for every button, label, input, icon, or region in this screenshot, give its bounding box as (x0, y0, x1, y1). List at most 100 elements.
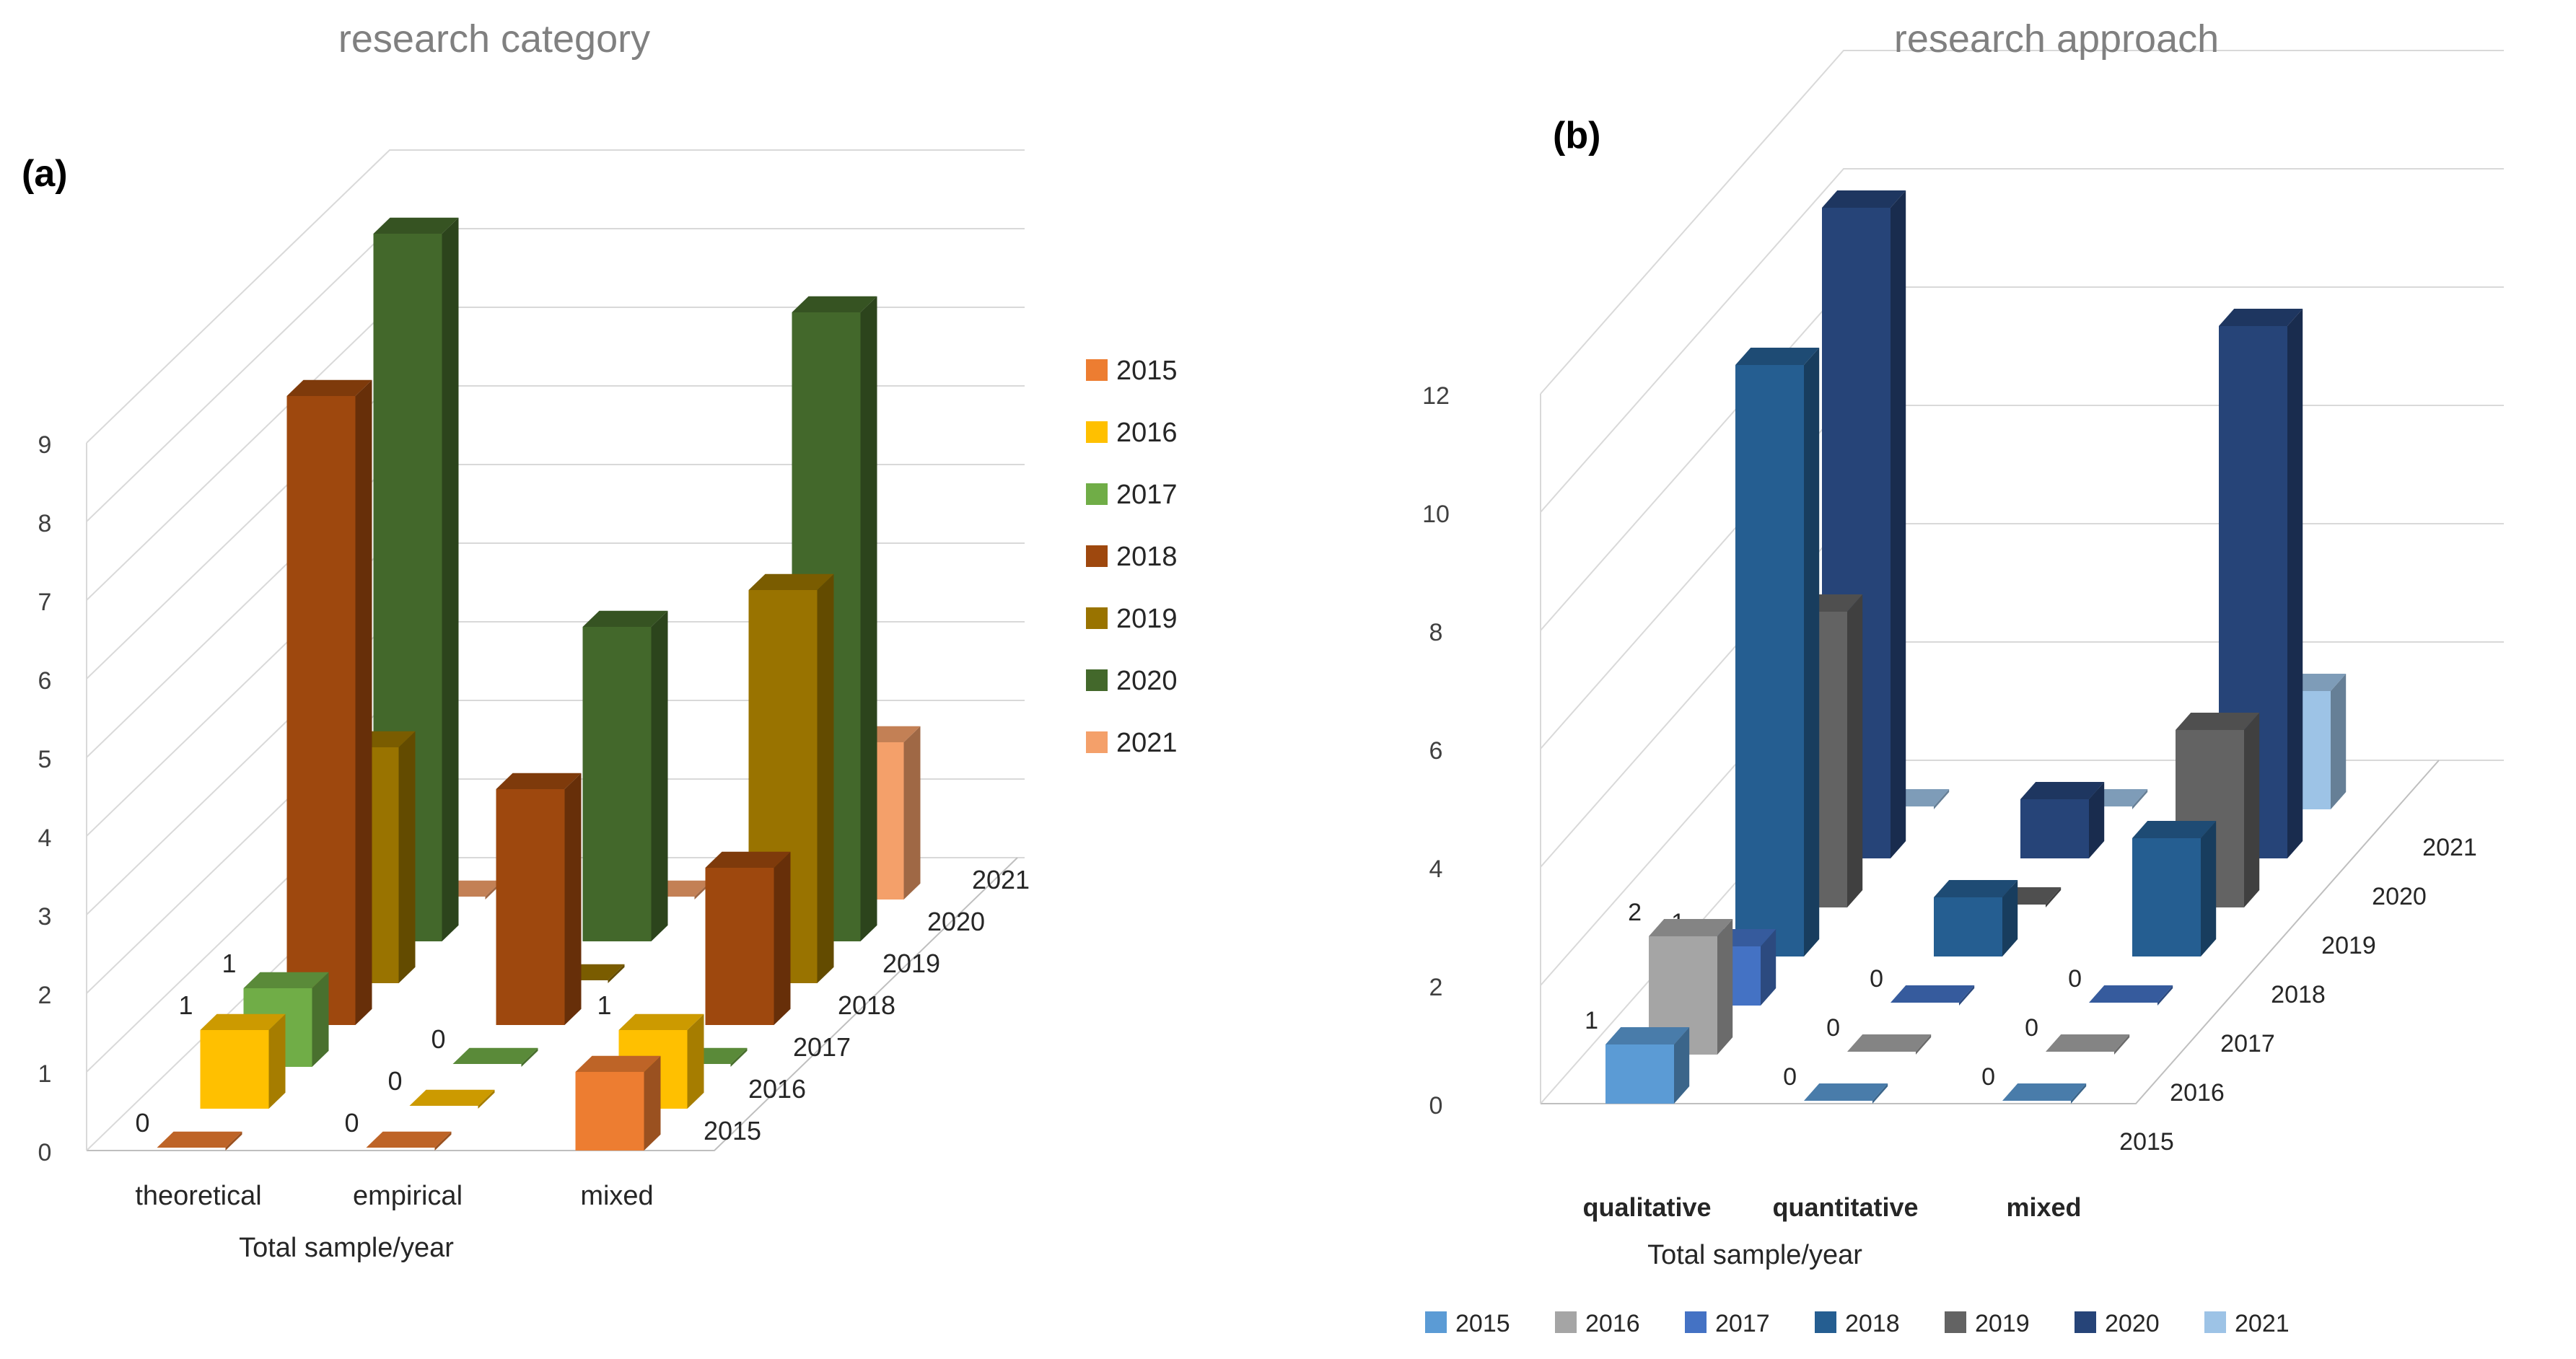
bar-2018-empirical (496, 773, 582, 1025)
legend-swatch (1086, 545, 1108, 567)
legend-swatch (1086, 731, 1108, 753)
bar-2015-mixed (575, 1055, 661, 1151)
bar-top (157, 1131, 242, 1148)
bar-top (2046, 1034, 2130, 1052)
bar-2018-quantitative (1934, 880, 2018, 956)
legend-label: 2020 (2105, 1310, 2160, 1337)
legend-swatch (1945, 1311, 1966, 1333)
chart-title: research category (338, 17, 650, 61)
y-tick-label: 0 (1429, 1092, 1443, 1120)
bar-top (2089, 985, 2173, 1003)
legend-swatch (1425, 1311, 1447, 1333)
bar-side (774, 851, 791, 1025)
data-label: 1 (1585, 1007, 1598, 1034)
bar-top (1804, 1083, 1888, 1101)
bar-front (1934, 897, 2002, 956)
bar-side (398, 731, 416, 983)
legend-label: 2016 (1585, 1310, 1640, 1337)
bar-front (2132, 838, 2201, 956)
bar-side (2201, 821, 2217, 956)
x-category-label: mixed (2006, 1192, 2081, 1222)
bar-side (2157, 985, 2173, 1006)
bar-2020-quantitative (2020, 782, 2105, 858)
bar-top (618, 1013, 704, 1030)
data-label: 1 (178, 990, 193, 1020)
bar-side (312, 972, 329, 1067)
y-tick-label: 0 (38, 1139, 52, 1166)
y-tick-label: 7 (38, 589, 52, 616)
legend-swatch (1086, 359, 1108, 381)
bar-side (860, 296, 877, 941)
bar-top (286, 379, 372, 396)
bar-2017-empirical: 0 (431, 1024, 538, 1067)
bar-2015-empirical: 0 (344, 1108, 452, 1151)
bar-top (496, 773, 582, 789)
data-label: 0 (431, 1024, 445, 1054)
depth-axis-label: 2019 (882, 949, 940, 978)
bar-side (355, 379, 372, 1025)
legend-label: 2015 (1455, 1310, 1510, 1337)
legend-label: 2020 (1116, 666, 1178, 696)
bar-front (200, 1030, 269, 1109)
bar-top (243, 972, 329, 988)
legend: 2015 2016 2017 2018 2019 2020 2021 (1425, 1310, 2290, 1337)
data-label: 0 (135, 1108, 149, 1138)
bar-side (434, 1131, 452, 1151)
x-category-label: empirical (353, 1181, 463, 1211)
gridline (1540, 286, 2504, 631)
bar-top (792, 296, 877, 312)
bar-2016-mixed: 0 (2025, 1014, 2130, 1055)
bar-front (496, 789, 565, 1025)
bar-side (1916, 1034, 1932, 1055)
x-category-label: theoretical (135, 1181, 261, 1211)
y-tick-label: 8 (38, 510, 52, 537)
y-tick-label: 3 (38, 903, 52, 931)
bar-side (1934, 789, 1950, 809)
legend-swatch (1086, 421, 1108, 443)
chart-title: research approach (1894, 17, 2219, 61)
bar-top (582, 610, 668, 627)
y-tick-label: 8 (1429, 619, 1443, 646)
bar-side (478, 1089, 495, 1109)
y-tick-label: 2 (38, 982, 52, 1009)
depth-axis-label: 2015 (2119, 1128, 2174, 1156)
x-category-label: qualitative (1582, 1192, 1711, 1222)
bar-top (200, 1013, 286, 1030)
bar-side (2331, 674, 2347, 809)
depth-axis-label: 2020 (2372, 883, 2427, 910)
bar-top (1735, 348, 1820, 365)
depth-axis-label: 2018 (838, 990, 895, 1020)
bar-front (2020, 799, 2089, 858)
depth-axis-label: 2019 (2321, 932, 2376, 959)
bar-side (442, 217, 459, 941)
bar-2017-mixed: 0 (2068, 965, 2173, 1006)
y-tick-label: 1 (38, 1060, 52, 1088)
gridline (86, 385, 1025, 680)
bar-side (1872, 1083, 1888, 1104)
bar-side (1717, 919, 1733, 1055)
bar-side (730, 1047, 748, 1067)
bar-top (2176, 713, 2260, 730)
bar-top (1605, 1027, 1690, 1044)
bar-front (582, 627, 652, 941)
gridline (86, 228, 1025, 522)
bar-side (225, 1131, 242, 1151)
bar-2018-theoretical (286, 379, 372, 1025)
bar-2015-qualitative: 1 (1585, 1007, 1690, 1104)
legend-swatch (2204, 1311, 2226, 1333)
bar-2015-theoretical: 0 (135, 1108, 242, 1151)
depth-axis-label: 2020 (927, 907, 985, 936)
bar-2020-empirical (582, 610, 668, 941)
bar-top (373, 217, 459, 234)
legend-swatch (1086, 483, 1108, 505)
y-tick-label: 4 (1429, 856, 1443, 883)
bar-2016-theoretical: 1 (178, 990, 286, 1109)
bar-side (903, 726, 921, 900)
bar-2015-quantitative: 0 (1783, 1063, 1888, 1104)
legend-swatch (1086, 607, 1108, 629)
bar-top (2002, 1083, 2087, 1101)
bar-top (2132, 821, 2217, 838)
bar-side (651, 610, 668, 941)
gridline (1540, 405, 2504, 749)
